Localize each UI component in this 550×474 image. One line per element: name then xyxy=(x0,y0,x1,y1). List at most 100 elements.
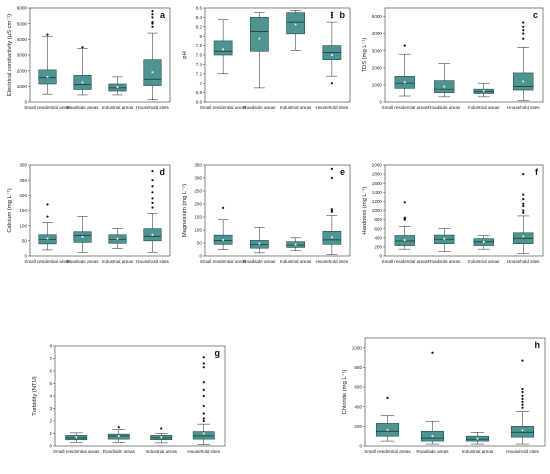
y-tick-label: 1200 xyxy=(372,199,383,204)
y-tick-label: 1000 xyxy=(17,84,28,89)
chart-panel-g: 0 1 2 3 4 5 6 7 8 Turbidity (NTU) g Small residenti… xyxy=(32,344,226,454)
y-tick-label: 50 xyxy=(22,238,28,243)
y-axis-label: Calcium (mg L⁻¹) xyxy=(7,188,13,232)
outlier-point xyxy=(522,202,525,205)
y-tick-label: 600 xyxy=(374,226,382,231)
outlier-point xyxy=(46,33,49,36)
x-tick-label: Small residential areas xyxy=(364,449,411,454)
y-axis-label: Chloride (mg L⁻¹) xyxy=(342,369,348,414)
outlier-point xyxy=(160,427,163,430)
y-axis-label: Magnesium (mg L⁻¹) xyxy=(182,184,188,237)
y-tick-label: 150 xyxy=(194,215,202,220)
y-tick-label: 2000 xyxy=(17,68,28,73)
outlier-point xyxy=(521,394,524,398)
box-1 xyxy=(375,396,400,442)
y-tick-label: 8 xyxy=(49,344,52,349)
y-tick-label: 3000 xyxy=(372,48,383,53)
mean-marker xyxy=(294,243,297,246)
panel-label: b xyxy=(340,10,346,20)
outlier-point xyxy=(151,191,154,194)
y-tick-label: 400 xyxy=(354,404,362,409)
outlier-point xyxy=(431,351,434,354)
y-tick-label: 350 xyxy=(194,163,202,168)
outlier-point xyxy=(521,406,524,409)
outlier-point xyxy=(521,387,524,391)
y-tick-label: 200 xyxy=(374,245,382,250)
box-4 xyxy=(510,359,535,445)
y-tick-label: 300 xyxy=(19,163,27,168)
box-2 xyxy=(434,228,455,252)
mean-marker xyxy=(403,239,406,241)
mean-marker xyxy=(81,81,84,84)
mean-marker xyxy=(443,237,446,240)
y-tick-label: 3000 xyxy=(17,53,28,58)
box-1 xyxy=(394,201,415,250)
outlier-point xyxy=(330,82,333,85)
outlier-point xyxy=(521,400,524,403)
y-tick-label: 200 xyxy=(19,193,27,198)
y-tick-label: 200 xyxy=(194,202,202,207)
x-tick-label: Small residential areas xyxy=(382,259,429,264)
x-tick-label: Roadside areas xyxy=(103,449,136,454)
y-tick-label: 5000 xyxy=(372,14,383,19)
x-tick-label: Small residential areas xyxy=(24,105,71,110)
panel-label: c xyxy=(533,10,538,20)
y-axis-label: pH xyxy=(182,51,188,58)
box-4 xyxy=(513,173,534,254)
y-tick-label: 7.4 xyxy=(196,62,203,67)
mean-marker xyxy=(151,71,154,74)
x-tick-label: Industrial areas xyxy=(146,449,178,454)
mean-marker xyxy=(160,436,163,439)
box-1 xyxy=(38,33,57,95)
box-iqr xyxy=(192,431,215,440)
outlier-point xyxy=(151,197,154,200)
outlier-point xyxy=(202,356,205,359)
outlier-point xyxy=(202,362,205,365)
y-tick-label: 6.8 xyxy=(196,90,203,95)
x-tick-label: Industrial areas xyxy=(102,105,134,110)
box-3 xyxy=(108,76,127,96)
mean-marker xyxy=(330,54,333,56)
x-tick-label: Industrial areas xyxy=(102,259,134,264)
panel-label: f xyxy=(535,167,539,177)
y-tick-label: 50 xyxy=(197,241,203,246)
mean-marker xyxy=(117,435,120,437)
y-axis-label: TDS (mg L⁻¹) xyxy=(362,37,368,72)
outlier-point xyxy=(522,32,525,35)
outlier-point xyxy=(330,176,333,180)
outlier-point xyxy=(330,16,333,19)
outlier-point xyxy=(522,25,525,28)
x-tick-label: Household sites xyxy=(136,105,169,110)
y-tick-label: 100 xyxy=(19,223,27,228)
box-2 xyxy=(434,63,455,98)
y-tick-label: 1 xyxy=(49,431,52,436)
outlier-point xyxy=(521,397,524,400)
outlier-point xyxy=(151,206,154,209)
box-iqr xyxy=(286,12,305,35)
x-tick-label: Household sites xyxy=(187,449,220,454)
x-tick-label: Industrial areas xyxy=(280,105,312,110)
y-axis-label: Turbidity (NTU) xyxy=(32,376,38,415)
plot-frame xyxy=(364,337,546,447)
y-tick-label: 250 xyxy=(194,189,202,194)
mean-marker xyxy=(476,437,479,440)
x-tick-label: Small residential areas xyxy=(200,259,247,264)
y-tick-label: 0 xyxy=(24,100,27,105)
outlier-point xyxy=(521,390,524,394)
mean-marker xyxy=(202,432,205,435)
y-tick-label: 600 xyxy=(354,385,362,390)
mean-marker xyxy=(521,429,524,432)
outlier-point xyxy=(403,216,406,219)
outlier-point xyxy=(522,29,525,32)
mean-marker xyxy=(386,428,389,431)
outlier-point xyxy=(151,185,154,188)
y-tick-label: 2 xyxy=(49,419,52,424)
y-tick-label: 8 xyxy=(199,34,202,39)
y-tick-label: 0 xyxy=(379,254,382,259)
y-tick-label: 250 xyxy=(19,178,27,183)
box-iqr xyxy=(510,426,535,438)
mean-marker xyxy=(81,235,84,238)
y-axis-label: Hardness (mg L⁻¹) xyxy=(362,186,368,234)
y-tick-label: 200 xyxy=(354,424,362,429)
y-tick-label: 1000 xyxy=(352,345,363,350)
